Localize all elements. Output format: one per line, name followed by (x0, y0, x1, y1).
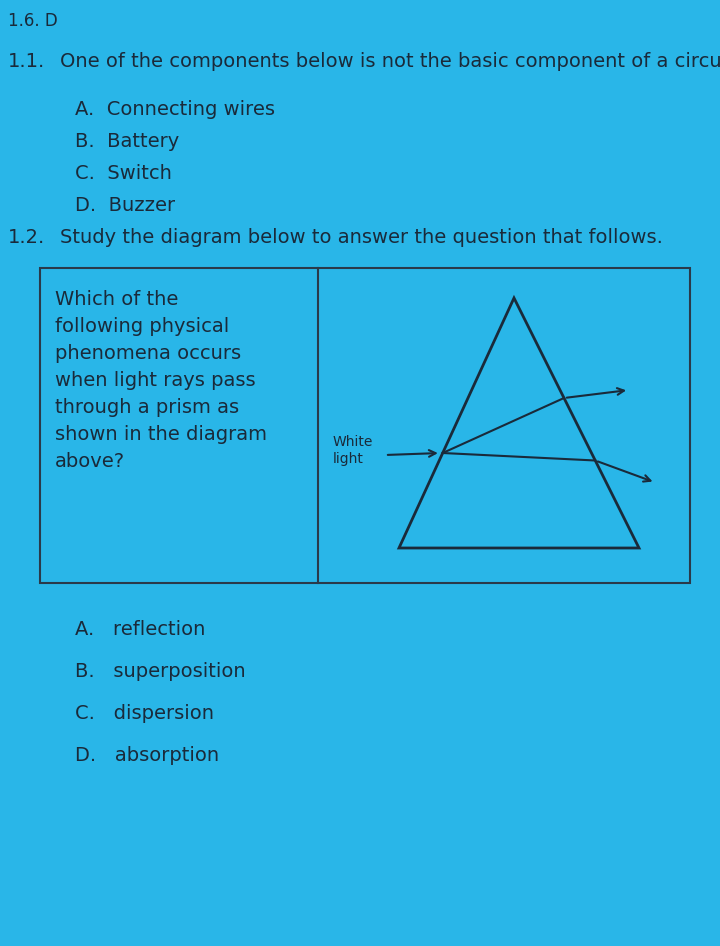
Text: B.   superposition: B. superposition (75, 662, 246, 681)
Text: when light rays pass: when light rays pass (55, 371, 256, 390)
Text: White
light: White light (333, 435, 374, 466)
Text: One of the components below is not the basic component of a circuit:: One of the components below is not the b… (60, 52, 720, 71)
Bar (40, 268, 690, 583)
Text: above?: above? (55, 452, 125, 471)
Text: C.   dispersion: C. dispersion (75, 704, 214, 723)
Text: Which of the: Which of the (55, 290, 179, 309)
Text: D.   absorption: D. absorption (75, 746, 219, 765)
Text: D.  Buzzer: D. Buzzer (75, 196, 175, 215)
Text: phenomena occurs: phenomena occurs (55, 344, 241, 363)
Text: A.  Connecting wires: A. Connecting wires (75, 100, 275, 119)
Text: Study the diagram below to answer the question that follows.: Study the diagram below to answer the qu… (60, 228, 663, 247)
Text: 1.2.: 1.2. (8, 228, 45, 247)
Text: following physical: following physical (55, 317, 229, 336)
Text: C.  Switch: C. Switch (75, 164, 172, 183)
Text: through a prism as: through a prism as (55, 398, 239, 417)
Text: 1.6. D: 1.6. D (8, 12, 58, 30)
Text: shown in the diagram: shown in the diagram (55, 425, 267, 444)
Text: A.   reflection: A. reflection (75, 620, 205, 639)
Text: 1.1.: 1.1. (8, 52, 45, 71)
Text: B.  Battery: B. Battery (75, 132, 179, 151)
